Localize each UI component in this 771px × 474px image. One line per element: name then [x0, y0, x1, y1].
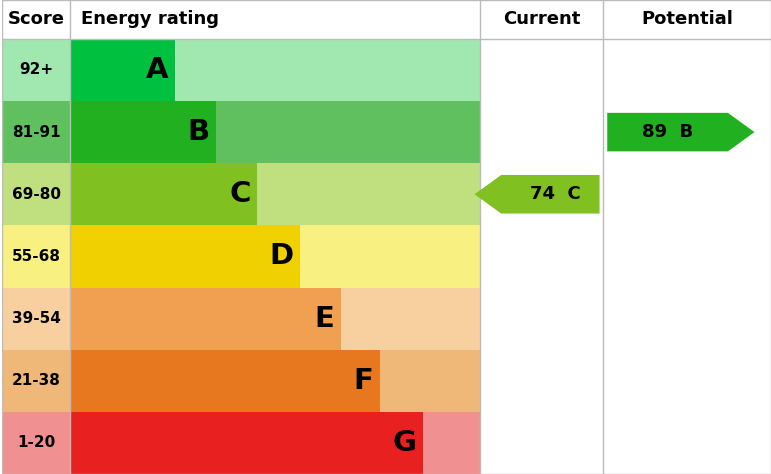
Bar — [2, 39, 480, 101]
Text: 55-68: 55-68 — [12, 249, 61, 264]
Text: Score: Score — [8, 10, 65, 28]
Text: 89  B: 89 B — [642, 123, 693, 141]
Bar — [70, 412, 423, 474]
Bar — [2, 288, 480, 350]
Text: 92+: 92+ — [19, 63, 53, 77]
Text: A: A — [146, 56, 168, 84]
Text: 74  C: 74 C — [530, 185, 581, 203]
Bar — [2, 225, 480, 288]
Bar — [70, 39, 174, 101]
Bar — [70, 225, 300, 288]
Text: G: G — [392, 429, 417, 457]
Text: 1-20: 1-20 — [17, 436, 56, 450]
Bar — [70, 350, 380, 412]
Bar — [2, 163, 480, 225]
Text: F: F — [354, 367, 374, 395]
Text: C: C — [229, 180, 251, 208]
Text: E: E — [315, 305, 335, 333]
Text: B: B — [187, 118, 210, 146]
Bar — [2, 101, 480, 163]
Text: Current: Current — [503, 10, 581, 28]
Text: 21-38: 21-38 — [12, 373, 60, 388]
Text: 69-80: 69-80 — [12, 187, 61, 202]
Polygon shape — [475, 175, 600, 214]
Text: 81-91: 81-91 — [12, 125, 60, 140]
Text: 39-54: 39-54 — [12, 311, 60, 326]
Bar — [70, 288, 341, 350]
Text: D: D — [270, 242, 294, 271]
Bar — [70, 163, 257, 225]
Polygon shape — [608, 113, 755, 151]
Text: Potential: Potential — [641, 10, 733, 28]
Bar — [70, 101, 216, 163]
Bar — [2, 350, 480, 412]
Bar — [2, 412, 480, 474]
Text: Energy rating: Energy rating — [82, 10, 220, 28]
